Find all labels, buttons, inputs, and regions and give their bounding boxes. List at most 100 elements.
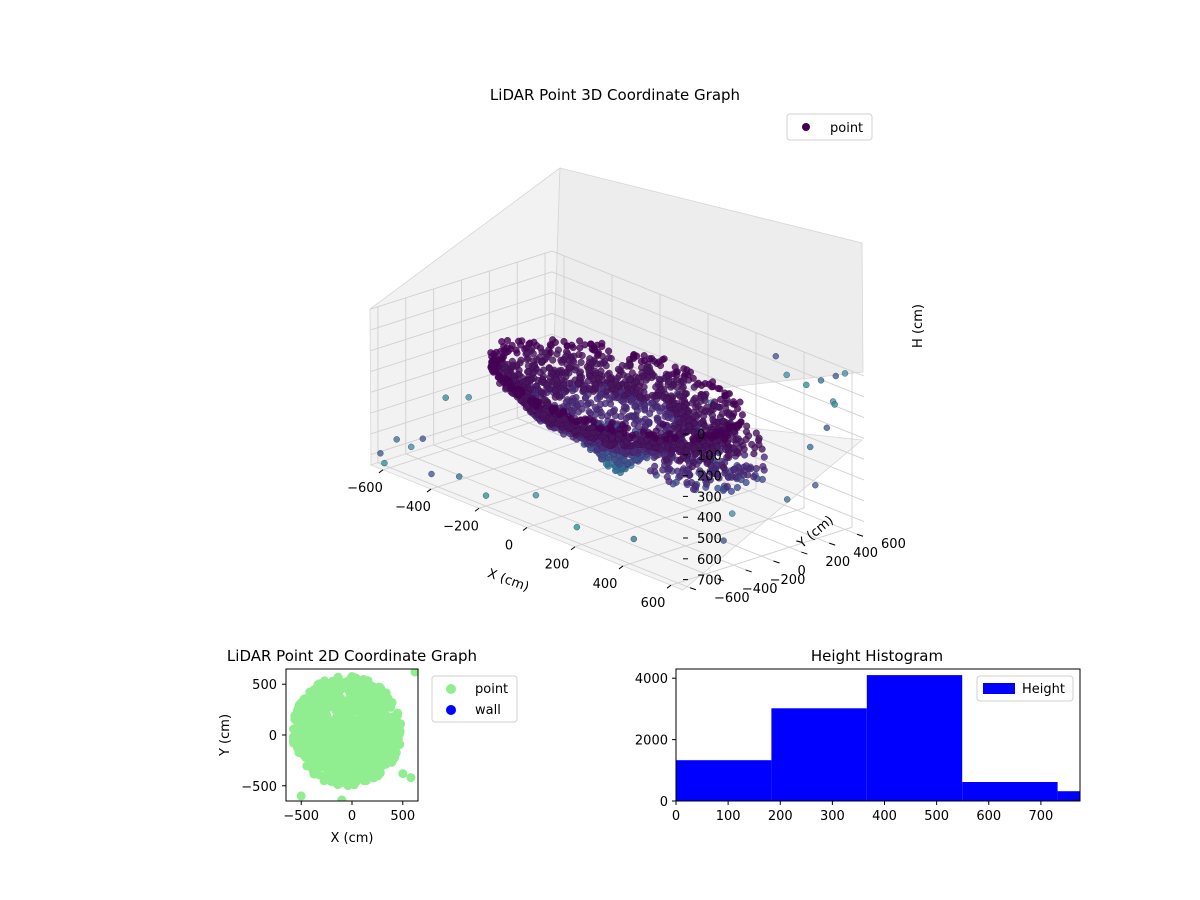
data-point xyxy=(646,410,654,418)
data-point xyxy=(298,747,308,757)
data-point xyxy=(685,422,693,430)
x-tick-label: 100 xyxy=(716,809,741,824)
data-point xyxy=(752,429,760,437)
data-point xyxy=(582,394,590,402)
y-tick-label: −600 xyxy=(714,591,750,606)
chart-3d-xlabel: X (cm) xyxy=(485,566,531,595)
data-point xyxy=(378,712,387,722)
data-point xyxy=(391,717,401,727)
data-point xyxy=(315,745,325,755)
data-point xyxy=(395,726,405,736)
data-point xyxy=(442,394,449,401)
data-point xyxy=(689,374,697,382)
data-point xyxy=(363,768,373,778)
data-point xyxy=(650,453,658,461)
data-point xyxy=(539,411,547,419)
data-point xyxy=(523,356,531,364)
data-point xyxy=(428,470,435,478)
data-point xyxy=(289,724,299,734)
data-point xyxy=(560,430,568,438)
grid-line xyxy=(370,292,865,419)
data-point xyxy=(335,691,345,701)
data-point xyxy=(633,378,641,386)
x-tick-label: 500 xyxy=(390,809,415,824)
y-tick-label: 4000 xyxy=(635,672,668,687)
data-point xyxy=(760,453,768,461)
data-point xyxy=(678,385,686,393)
x-tick-label: 600 xyxy=(976,809,1001,824)
data-point xyxy=(688,463,696,471)
data-point xyxy=(750,450,758,458)
x-tick xyxy=(474,507,480,512)
chart-2d-ticks: −500 0 500 −500 0 500 xyxy=(241,678,415,824)
data-point xyxy=(504,337,512,345)
data-point xyxy=(465,394,472,401)
y-tick xyxy=(689,587,697,591)
legend-label-height: Height xyxy=(1022,682,1065,697)
data-point xyxy=(593,395,601,403)
data-point xyxy=(573,523,581,531)
data-point xyxy=(697,472,705,480)
data-point xyxy=(639,428,647,436)
data-point xyxy=(701,396,709,404)
y-tick xyxy=(801,551,808,555)
data-point xyxy=(361,723,371,733)
data-point xyxy=(585,365,593,373)
data-point xyxy=(375,725,385,734)
data-point xyxy=(745,432,753,440)
data-point xyxy=(379,691,389,701)
data-point xyxy=(671,435,679,443)
data-point xyxy=(335,731,345,741)
z-tick-label: 700 xyxy=(697,574,722,589)
data-point xyxy=(728,472,736,480)
data-point xyxy=(555,411,563,419)
data-point xyxy=(683,479,691,487)
data-point xyxy=(630,448,638,456)
data-point xyxy=(665,477,673,485)
data-point xyxy=(588,424,596,432)
data-point xyxy=(653,360,661,368)
legend-marker-point xyxy=(446,684,456,694)
data-point xyxy=(730,410,738,418)
data-point xyxy=(817,377,825,384)
data-point xyxy=(359,741,369,751)
data-point xyxy=(338,745,348,755)
data-point xyxy=(332,746,341,756)
data-point xyxy=(580,385,588,393)
grid-line xyxy=(370,312,865,439)
y-tick xyxy=(856,533,864,537)
data-point xyxy=(410,669,418,677)
grid-line xyxy=(489,426,802,553)
x-tick xyxy=(522,527,528,531)
data-point xyxy=(701,380,709,388)
data-point xyxy=(311,706,321,716)
data-point xyxy=(748,440,756,448)
x-tick-label: 0 xyxy=(505,539,513,554)
data-point xyxy=(605,347,613,355)
data-point xyxy=(722,446,730,454)
x-tick-label: 600 xyxy=(641,596,666,611)
data-point xyxy=(320,676,329,686)
data-point xyxy=(552,387,560,395)
histogram-title: Height Histogram xyxy=(811,647,943,665)
data-point xyxy=(377,450,384,457)
data-point xyxy=(351,777,361,787)
y-tick-label: −400 xyxy=(742,582,778,597)
data-point xyxy=(577,358,585,366)
x-tick-label: 200 xyxy=(545,558,570,573)
data-point xyxy=(734,405,742,413)
data-point xyxy=(408,443,415,451)
y-tick-label: 2000 xyxy=(635,734,668,749)
data-point xyxy=(340,756,350,766)
data-point xyxy=(381,459,388,467)
x-tick-label: −200 xyxy=(443,519,479,534)
data-point xyxy=(523,349,531,357)
data-point xyxy=(319,776,329,786)
data-point xyxy=(720,537,727,544)
data-point xyxy=(306,740,316,749)
y-tick-label: −500 xyxy=(241,780,277,795)
chart-2d: LiDAR Point 2D Coordinate Graph −500 0 500… xyxy=(218,647,518,846)
x-tick-label: 700 xyxy=(1028,809,1053,824)
x-tick xyxy=(570,546,576,551)
data-point xyxy=(537,388,545,396)
